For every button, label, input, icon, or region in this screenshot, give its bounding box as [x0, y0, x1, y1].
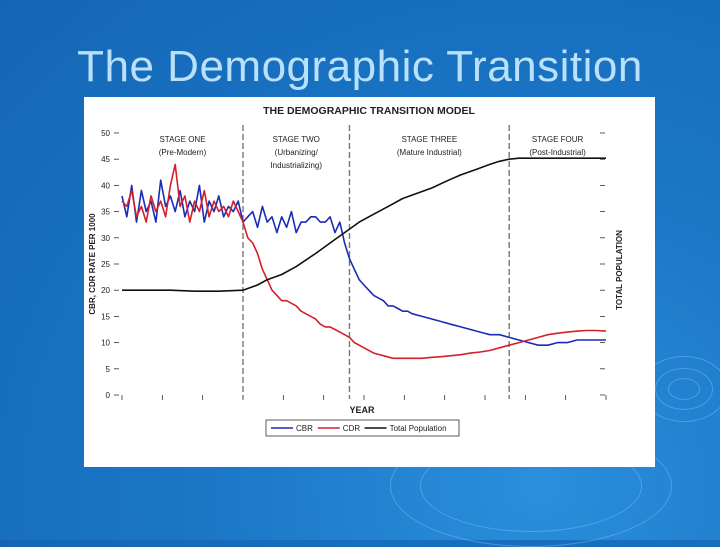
- y-tick-label: 15: [101, 312, 110, 321]
- legend-label: CDR: [343, 424, 361, 433]
- y-tick-label: 0: [106, 391, 111, 400]
- stage-description-label: (Pre-Modern): [159, 148, 207, 157]
- legend-box: [265, 419, 460, 437]
- y-axis-label-right: TOTAL POPULATION: [615, 230, 624, 310]
- y-tick-label: 40: [101, 181, 110, 190]
- cbr-series-line: [121, 179, 606, 346]
- total-population-series-line: [122, 157, 606, 292]
- stage-name-label: STAGE FOUR: [532, 135, 584, 144]
- stage-name-label: STAGE THREE: [401, 135, 457, 144]
- cdr-series-line: [121, 163, 607, 360]
- stage-description-label: Industrializing): [270, 161, 322, 170]
- y-tick-label: 25: [101, 260, 110, 269]
- legend-label: Total Population: [390, 424, 447, 433]
- y-tick-label: 30: [101, 234, 110, 243]
- y-tick-label: 10: [101, 339, 110, 348]
- y-tick-label: 45: [101, 155, 110, 164]
- x-axis-label: YEAR: [349, 405, 375, 415]
- y-tick-label: 35: [101, 208, 110, 217]
- stage-description-label: (Mature Industrial): [397, 148, 462, 157]
- legend-label: CBR: [296, 424, 313, 433]
- y-tick-label: 20: [101, 286, 110, 295]
- demographic-transition-chart: THE DEMOGRAPHIC TRANSITION MODEL 0 5 10 15 2…: [88, 105, 624, 437]
- stage-description-label: (Urbanizing/: [275, 148, 319, 157]
- stage-description-label: (Post-Industrial): [529, 148, 586, 157]
- y-tick-label: 50: [101, 129, 110, 138]
- chart-panel: THE DEMOGRAPHIC TRANSITION MODEL 0 5 10 15 2…: [84, 97, 655, 467]
- chart-legend: CBR CDR Total Population: [265, 419, 460, 437]
- chart-title: THE DEMOGRAPHIC TRANSITION MODEL: [263, 105, 475, 117]
- y-axis-label-left: CBR, CDR RATE PER 1000: [88, 213, 97, 315]
- stage-name-label: STAGE TWO: [273, 135, 320, 144]
- y-tick-label: 5: [106, 365, 111, 374]
- slide-title: The Demographic Transition: [77, 42, 643, 91]
- stage-name-label: STAGE ONE: [159, 135, 205, 144]
